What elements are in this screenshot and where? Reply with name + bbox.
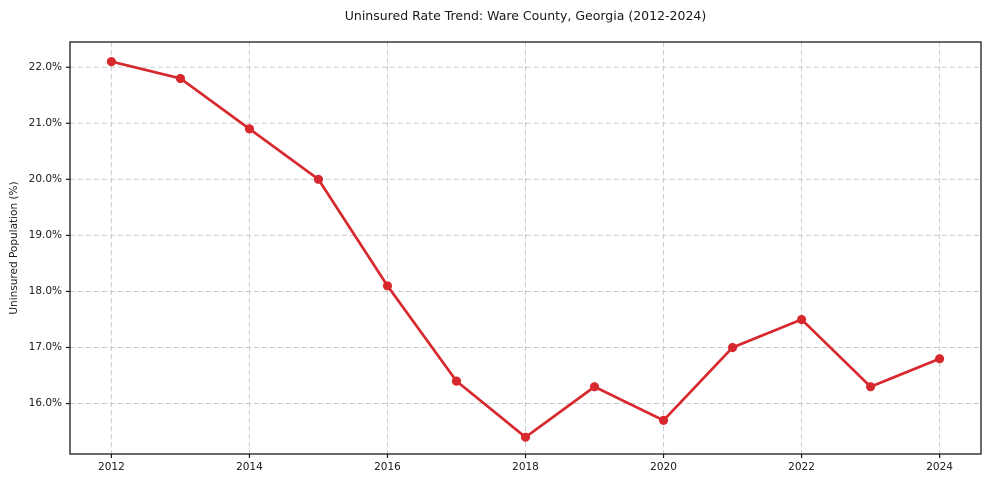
x-tick-label: 2022: [788, 461, 815, 473]
x-tick-label: 2014: [236, 461, 263, 473]
x-tick-label: 2012: [98, 461, 125, 473]
x-tick-label: 2024: [926, 461, 953, 473]
data-point-marker: [244, 124, 255, 134]
y-tick-label: 16.0%: [28, 397, 62, 410]
y-tick-label: 20.0%: [28, 172, 62, 185]
data-point-marker: [796, 314, 807, 325]
data-point-marker: [382, 281, 393, 291]
data-point-marker: [520, 432, 531, 442]
chart-title: Uninsured Rate Trend: Ware County, Georg…: [344, 8, 707, 23]
data-point-marker: [727, 342, 738, 353]
data-point-marker: [865, 382, 876, 392]
y-tick-label: 22.0%: [28, 60, 62, 73]
x-tick-label: 2020: [650, 461, 677, 473]
y-tick-label: 17.0%: [28, 340, 62, 353]
data-point-marker: [451, 376, 462, 386]
x-tick-label: 2016: [374, 461, 401, 473]
data-point-marker: [589, 382, 600, 392]
data-point-marker: [934, 354, 945, 364]
data-point-marker: [106, 57, 117, 67]
data-point-marker: [175, 73, 186, 84]
x-tick-label: 2018: [512, 461, 539, 473]
plot-border: [69, 41, 982, 455]
y-tick-label: 21.0%: [28, 116, 62, 129]
data-point-marker: [313, 174, 324, 184]
y-tick-label: 19.0%: [28, 228, 62, 241]
data-point-marker: [658, 415, 669, 425]
y-tick-label: 18.0%: [28, 284, 62, 297]
